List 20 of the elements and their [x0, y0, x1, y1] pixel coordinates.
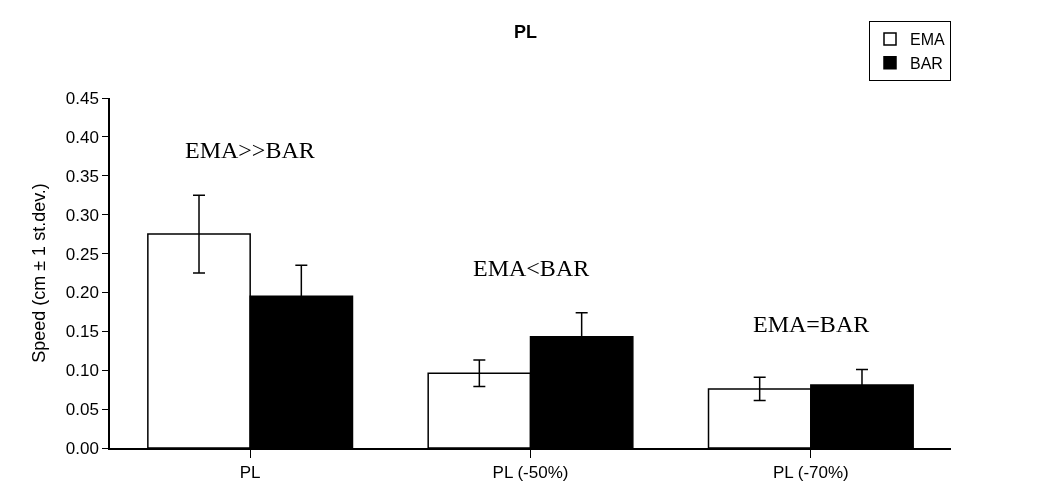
legend-label: BAR	[910, 54, 943, 72]
y-tick-label: 0.45	[65, 88, 99, 108]
x-tick-label: PL (-50%)	[492, 463, 569, 483]
x-tick-label: PL	[239, 463, 261, 483]
x-tick-label: PL (-70%)	[772, 463, 849, 483]
y-tick-label: 0.40	[65, 127, 99, 147]
annotation: EMA=BAR	[753, 311, 870, 337]
annotation: EMA<BAR	[473, 255, 590, 281]
chart-title: PL	[513, 21, 538, 42]
y-tick-label: 0.15	[65, 322, 99, 342]
y-tick-label: 0.10	[65, 361, 99, 381]
y-tick-label: 0.00	[65, 438, 99, 458]
y-tick-label: 0.25	[65, 244, 99, 264]
y-axis-title: Speed (cm ± 1 st.dev.)	[29, 183, 50, 363]
annotation: EMA>>BAR	[185, 137, 315, 163]
y-tick-label: 0.05	[65, 400, 99, 420]
legend-label: EMA	[910, 31, 945, 49]
y-tick-label: 0.20	[65, 283, 99, 303]
y-tick-label: 0.30	[65, 205, 99, 225]
y-tick-label: 0.35	[65, 166, 99, 186]
